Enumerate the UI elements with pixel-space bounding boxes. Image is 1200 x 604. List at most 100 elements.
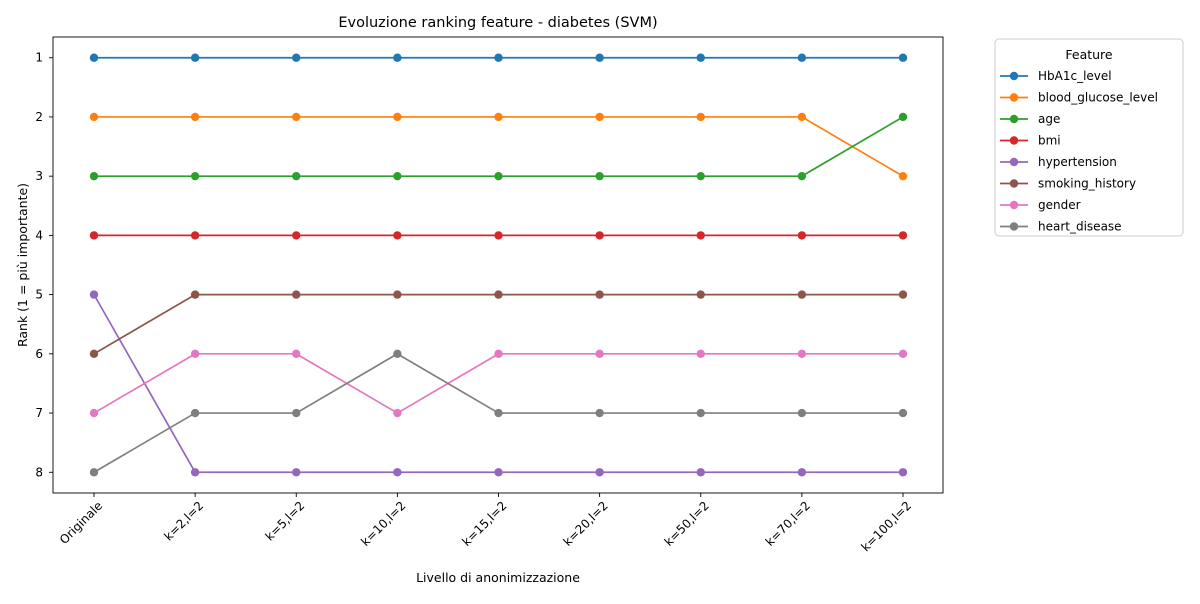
x-tick-label: k=10,l=2 [358,499,408,549]
legend-item: hypertension [1000,155,1117,169]
data-point [797,349,807,359]
x-axis: Originale k=2,l=2 k=5,l=2 k=10,l=2 k=15,l=2 k… [57,493,914,554]
data-point [595,408,604,418]
legend-item: age [1000,112,1060,126]
data-point [494,171,503,181]
data-point [494,290,503,299]
data-point [595,53,604,62]
data-point [393,112,402,122]
series-bmi [89,231,908,240]
data-point [898,53,908,62]
data-point [292,53,301,62]
x-tick-label: Originale [57,499,105,547]
series-line [93,294,903,474]
data-point [190,349,200,359]
legend-swatch-marker [1009,200,1019,210]
data-point [292,468,301,477]
data-point [190,468,200,477]
legend-frame [994,38,1184,237]
data-point [696,112,705,122]
data-point [494,349,503,359]
y-tick-label: 6 [35,347,43,361]
data-point [89,53,99,62]
data-point [696,349,705,359]
data-point [89,468,99,477]
data-point [595,231,604,240]
legend-label: blood_glucose_level [1038,91,1158,105]
x-tick-label: k=15,l=2 [459,499,509,549]
legend-swatch-marker [1009,114,1019,124]
series-blood-glucose-level [89,112,908,181]
data-point [190,231,200,240]
data-point [292,231,301,240]
data-point [292,408,301,418]
series-smoking-history [89,290,908,359]
legend-item: HbA1c_level [1000,69,1112,83]
data-point [797,112,807,122]
data-point [89,231,99,240]
x-axis-label: Livello di anonimizzazione [416,570,580,585]
data-point [393,468,402,477]
legend-label: heart_disease [1038,220,1122,234]
data-point [696,53,705,62]
x-tick-label: k=50,l=2 [662,499,712,549]
plot-area [52,36,944,494]
data-point [494,112,503,122]
legend-label: HbA1c_level [1038,69,1112,83]
data-point [797,231,807,240]
series-line [93,352,903,414]
data-point [696,231,705,240]
data-point [696,468,705,477]
legend-label: hypertension [1038,155,1117,169]
data-point [898,231,908,240]
data-point [89,112,99,122]
legend-label: smoking_history [1038,177,1136,191]
legend-swatch-marker [1009,179,1019,188]
data-point [393,231,402,240]
data-point [898,171,908,181]
legend-swatch-marker [1009,93,1019,102]
x-tick-label: k=5,l=2 [263,499,308,544]
data-point [190,290,200,299]
data-point [89,290,99,299]
data-point [595,171,604,181]
legend-swatch-marker [1009,71,1019,81]
data-point [393,349,402,359]
series-hypertension [89,290,908,477]
data-point [797,468,807,477]
series-HbA1c-level [89,53,908,62]
data-point [595,349,604,359]
data-point [494,231,503,240]
y-tick-label: 7 [35,406,43,420]
data-point [898,468,908,477]
data-point [393,171,402,181]
data-point [797,171,807,181]
data-point [696,290,705,299]
x-tick-label: k=2,l=2 [161,499,206,544]
y-tick-label: 5 [35,288,43,302]
y-axis: 1 2 3 4 5 6 7 8 [35,51,53,479]
data-point [89,408,99,418]
legend-swatch-marker [1009,222,1019,231]
data-point [696,408,705,418]
legend: Feature HbA1c_level blood_glucose_levelag… [994,38,1184,237]
series-line [93,293,903,355]
legend-item: gender [1000,198,1081,212]
legend-item: bmi [1000,134,1061,148]
data-point [292,112,301,122]
data-point [190,171,200,181]
data-point [595,112,604,122]
series-heart-disease [89,349,908,477]
legend-item: heart_disease [1000,220,1122,234]
legend-item: smoking_history [1000,177,1136,191]
series-age [89,112,908,181]
legend-title: Feature [1065,47,1113,62]
y-tick-label: 3 [35,169,43,183]
x-tick-label: k=100,l=2 [858,499,914,555]
data-point [595,290,604,299]
y-axis-label: Rank (1 = più importante) [15,183,30,347]
data-point [494,53,503,62]
y-tick-label: 8 [35,465,43,479]
